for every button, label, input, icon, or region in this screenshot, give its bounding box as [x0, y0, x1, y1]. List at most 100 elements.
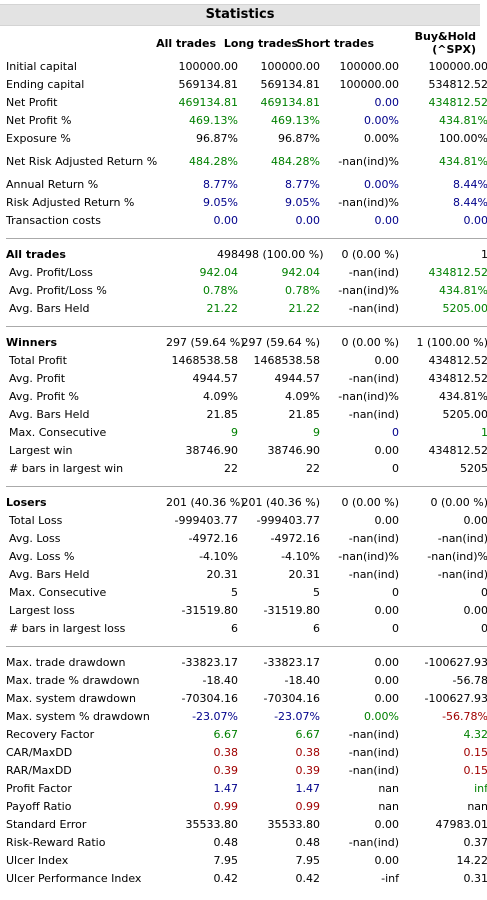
- cell-buy-hold: 0.00: [463, 514, 487, 527]
- cell-buy-hold: 8.44%: [453, 178, 487, 191]
- col-header-short-trades: Short trades: [296, 37, 374, 61]
- cell-long-trades: 96.87%: [278, 132, 320, 145]
- cell-short-trades: 0.00%: [364, 710, 399, 723]
- cell-all-trades: 569134.81: [178, 78, 239, 91]
- divider-cell: [0, 638, 487, 654]
- cell-short-trades: -nan(ind)%: [338, 284, 399, 297]
- cell-long-trades: 469.13%: [271, 114, 320, 127]
- cell-all-trades: 9.05%: [203, 196, 238, 209]
- cell-buy-hold: -100627.93: [424, 656, 487, 669]
- cell-all-trades: 0.42: [213, 872, 239, 885]
- cell-all-trades: 21.85: [206, 408, 239, 421]
- cell-all-trades: 484.28%: [189, 155, 238, 168]
- cell-buy-hold: 0.00: [463, 214, 487, 227]
- cell-long-trades: 8.77%: [285, 178, 320, 191]
- row-label: Exposure %: [6, 132, 71, 145]
- table-row: Losers 201 (40.36 %) 201 (40.36 %) 0 (0.00 …: [0, 494, 487, 512]
- cell-buy-hold: 100000.00: [428, 60, 487, 73]
- cell-all-trades: 0.38: [213, 746, 239, 759]
- cell-long-trades: 6.67: [295, 728, 321, 741]
- cell-long-trades: 0.42: [295, 872, 321, 885]
- cell-buy-hold: inf: [474, 782, 487, 795]
- cell-short-trades: -nan(ind)%: [338, 390, 399, 403]
- cell-short-trades: 0: [392, 586, 399, 599]
- row-label: Max. trade % drawdown: [6, 674, 140, 687]
- table-row: Total Loss -999403.77 -999403.77 0.00 0.00: [0, 512, 487, 530]
- cell-long-trades: 0.39: [295, 764, 321, 777]
- cell-short-trades: 0 (0.00 %): [341, 496, 399, 509]
- cell-long-trades: 498 (100.00 %): [238, 248, 324, 261]
- row-label: Losers: [6, 496, 47, 509]
- cell-short-trades: 0.00: [374, 692, 400, 705]
- table-row: Winners 297 (59.64 %) 297 (59.64 %) 0 (0.00…: [0, 334, 487, 352]
- cell-short-trades: -nan(ind): [348, 764, 399, 777]
- row-label: Avg. Bars Held: [9, 408, 90, 421]
- table-row: Largest win 38746.90 38746.90 0.00 434812.52: [0, 442, 487, 460]
- table-row: Recovery Factor 6.67 6.67 -nan(ind) 4.32: [0, 726, 487, 744]
- row-label: All trades: [6, 248, 66, 261]
- row-label: Total Loss: [9, 514, 63, 527]
- table-row: Annual Return % 8.77% 8.77% 0.00% 8.44%: [0, 176, 487, 194]
- table-row: # bars in largest loss 6 6 0 0: [0, 620, 487, 638]
- cell-all-trades: 942.04: [199, 266, 239, 279]
- table-row: CAR/MaxDD 0.38 0.38 -nan(ind) 0.15: [0, 744, 487, 762]
- row-label: Avg. Profit: [9, 372, 66, 385]
- cell-short-trades: 100000.00: [339, 60, 400, 73]
- cell-all-trades: 1468538.58: [171, 354, 238, 367]
- section-divider: [0, 638, 487, 654]
- cell-buy-hold: nan: [467, 800, 487, 813]
- table-row: Net Risk Adjusted Return % 484.28% 484.28%…: [0, 148, 487, 176]
- cell-short-trades: 0.00: [374, 444, 400, 457]
- row-label: Max. system % drawdown: [6, 710, 150, 723]
- cell-buy-hold: 434.81%: [439, 114, 487, 127]
- table-row: RAR/MaxDD 0.39 0.39 -nan(ind) 0.15: [0, 762, 487, 780]
- cell-all-trades: 22: [224, 462, 238, 475]
- cell-all-trades: 0.48: [213, 836, 239, 849]
- table-row: # bars in largest win 22 22 0 5205: [0, 460, 487, 478]
- cell-buy-hold: 434.81%: [439, 390, 487, 403]
- cell-long-trades: 9: [313, 426, 320, 439]
- cell-long-trades: 7.95: [295, 854, 321, 867]
- cell-short-trades: 0 (0.00 %): [341, 336, 399, 349]
- cell-all-trades: 96.87%: [196, 132, 238, 145]
- cell-short-trades: 0.00: [374, 854, 400, 867]
- table-row: Ending capital 569134.81 569134.81 100000.0…: [0, 76, 487, 94]
- cell-all-trades: 0.99: [213, 800, 239, 813]
- cell-long-trades: 484.28%: [271, 155, 320, 168]
- cell-short-trades: -nan(ind): [348, 746, 399, 759]
- table-row: Ulcer Index 7.95 7.95 0.00 14.22: [0, 852, 487, 870]
- cell-long-trades: 35533.80: [267, 818, 321, 831]
- row-label: Avg. Bars Held: [9, 302, 90, 315]
- cell-all-trades: 100000.00: [178, 60, 239, 73]
- col-header-all-trades-label: All trades: [156, 37, 216, 50]
- cell-all-trades: -31519.80: [181, 604, 238, 617]
- row-label: Avg. Profit/Loss: [9, 266, 93, 279]
- cell-long-trades: 22: [306, 462, 320, 475]
- cell-long-trades: -999403.77: [256, 514, 320, 527]
- cell-buy-hold: 4.32: [463, 728, 487, 741]
- cell-buy-hold: -100627.93: [424, 692, 487, 705]
- table-row: Largest loss -31519.80 -31519.80 0.00 0.00: [0, 602, 487, 620]
- row-label: Net Profit %: [6, 114, 72, 127]
- cell-all-trades: 7.95: [213, 854, 239, 867]
- cell-long-trades: 0.48: [295, 836, 321, 849]
- section-divider: [0, 318, 487, 334]
- row-label: # bars in largest loss: [9, 622, 126, 635]
- cell-all-trades: 498: [217, 248, 238, 261]
- table-row: Ulcer Performance Index 0.42 0.42 -inf 0.31: [0, 870, 487, 888]
- cell-long-trades: 21.85: [288, 408, 321, 421]
- cell-buy-hold: 5205.00: [442, 408, 487, 421]
- table-row: Payoff Ratio 0.99 0.99 nan nan: [0, 798, 487, 816]
- cell-long-trades: 6: [313, 622, 320, 635]
- cell-short-trades: 0 (0.00 %): [341, 248, 399, 261]
- cell-all-trades: 21.22: [206, 302, 239, 315]
- cell-buy-hold: 1: [481, 426, 487, 439]
- cell-buy-hold: 47983.01: [435, 818, 487, 831]
- cell-long-trades: 1.47: [295, 782, 321, 795]
- cell-all-trades: 4.09%: [203, 390, 238, 403]
- cell-short-trades: 0.00: [374, 656, 400, 669]
- table-row: Risk-Reward Ratio 0.48 0.48 -nan(ind) 0.37: [0, 834, 487, 852]
- row-label: Avg. Loss %: [9, 550, 75, 563]
- cell-long-trades: 0.38: [295, 746, 321, 759]
- cell-short-trades: 0.00: [374, 514, 400, 527]
